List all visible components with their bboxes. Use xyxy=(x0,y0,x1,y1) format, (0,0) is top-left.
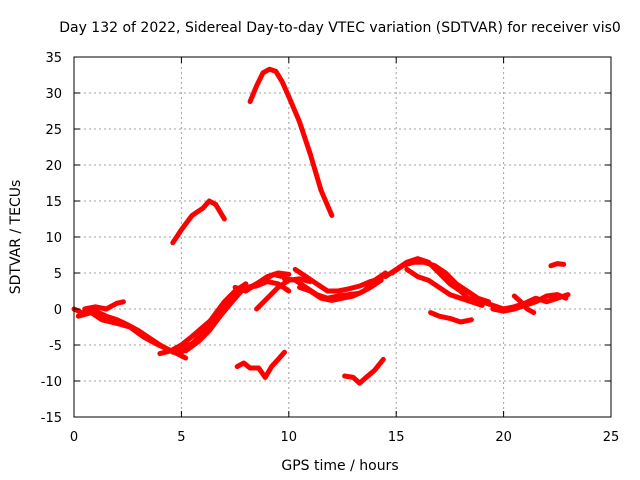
x-tick-label: 0 xyxy=(70,430,78,445)
series-arc-9 xyxy=(254,276,313,312)
x-tick-label: 10 xyxy=(281,430,298,445)
data-series xyxy=(71,66,571,386)
series-arc-3 xyxy=(82,299,126,312)
y-tick-label: 35 xyxy=(45,51,62,66)
grid xyxy=(74,57,611,417)
y-tick-label: 0 xyxy=(54,303,62,318)
series-arc-23 xyxy=(511,293,537,316)
axis-ticks: 0 5 10 15 20 25 -15 -10 -5 0 5 10 15 20 25 30 35 xyxy=(41,51,620,445)
series-arc-11 xyxy=(247,66,335,218)
x-tick-label: 25 xyxy=(603,430,620,445)
series-arc-19 xyxy=(404,266,485,308)
x-tick-label: 20 xyxy=(495,430,512,445)
y-tick-label: -10 xyxy=(41,375,62,390)
x-tick-label: 15 xyxy=(388,430,405,445)
series-arc-13 xyxy=(342,356,386,386)
y-axis-label: SDTVAR / TECUs xyxy=(8,180,24,295)
series-arc-8 xyxy=(232,270,292,294)
series-arc-18 xyxy=(383,256,474,305)
y-tick-label: -5 xyxy=(49,339,62,354)
y-tick-label: 30 xyxy=(45,87,62,102)
series-arc-22 xyxy=(490,292,569,314)
y-tick-label: 25 xyxy=(45,123,62,138)
series-arc-15 xyxy=(292,266,384,294)
y-tick-label: 20 xyxy=(45,159,62,174)
x-axis-label: GPS time / hours xyxy=(281,458,398,474)
series-arc-16 xyxy=(297,270,388,303)
series-arc-10 xyxy=(170,198,227,246)
y-tick-label: 15 xyxy=(45,195,62,210)
y-tick-label: 5 xyxy=(54,267,62,282)
y-tick-label: -15 xyxy=(41,411,62,426)
y-tick-label: 10 xyxy=(45,231,62,246)
series-arc-20 xyxy=(428,310,474,325)
series-arc-24 xyxy=(548,261,567,269)
series-arc-12 xyxy=(234,349,287,380)
series-arc-7 xyxy=(178,281,249,355)
chart-title: Day 132 of 2022, Sidereal Day-to-day VTE… xyxy=(59,20,621,36)
x-tick-label: 5 xyxy=(177,430,185,445)
